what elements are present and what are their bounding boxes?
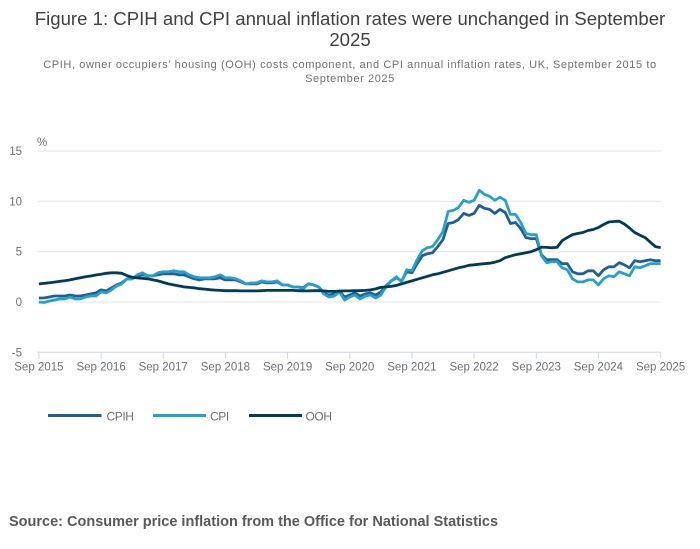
svg-text:15: 15	[9, 146, 22, 158]
svg-text:-5: -5	[12, 347, 22, 359]
svg-text:Sep 2025: Sep 2025	[636, 361, 685, 373]
svg-text:CPIH: CPIH	[107, 410, 134, 424]
svg-text:OOH: OOH	[306, 410, 332, 424]
svg-text:Sep 2018: Sep 2018	[201, 361, 250, 373]
svg-text:10: 10	[9, 196, 22, 208]
svg-text:0: 0	[16, 297, 22, 309]
svg-text:Sep 2021: Sep 2021	[387, 361, 436, 373]
svg-text:Sep 2019: Sep 2019	[263, 361, 312, 373]
svg-text:Sep 2015: Sep 2015	[14, 361, 63, 373]
svg-text:Sep 2023: Sep 2023	[512, 361, 561, 373]
svg-text:CPI: CPI	[210, 410, 229, 424]
svg-text:Sep 2022: Sep 2022	[449, 361, 498, 373]
svg-text:Sep 2017: Sep 2017	[139, 361, 188, 373]
svg-text:Sep 2016: Sep 2016	[76, 361, 125, 373]
svg-text:Sep 2024: Sep 2024	[574, 361, 624, 373]
svg-text:%: %	[37, 137, 47, 149]
svg-text:Sep 2020: Sep 2020	[325, 361, 374, 373]
svg-text:5: 5	[16, 247, 22, 259]
